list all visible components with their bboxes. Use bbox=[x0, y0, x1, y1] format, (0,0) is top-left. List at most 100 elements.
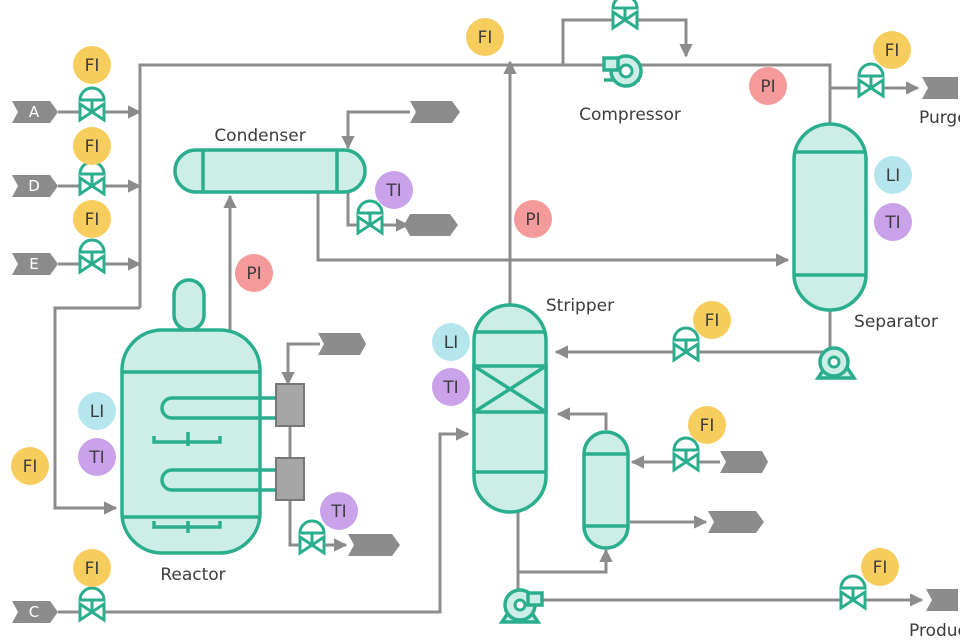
product-pump bbox=[498, 588, 544, 624]
pipe-reactor-coolant-out bbox=[288, 500, 348, 552]
stream-tag-c[interactable]: C bbox=[12, 601, 58, 623]
instrument-fi-feed-c-label: FI bbox=[85, 559, 100, 579]
product-pump-impeller bbox=[513, 598, 527, 612]
valve-separator-underflow[interactable] bbox=[672, 326, 700, 363]
instrument-pi-compressor[interactable]: PI bbox=[749, 67, 787, 105]
pipe-reboiler-feed bbox=[518, 548, 613, 574]
valve-compressor-recycle[interactable] bbox=[611, 0, 639, 31]
stream-tag-e[interactable]: E bbox=[12, 253, 58, 275]
instrument-fi-product[interactable]: FI bbox=[861, 548, 899, 586]
stream-tag-a[interactable]: A bbox=[12, 101, 58, 123]
stripper bbox=[472, 303, 548, 514]
valve-feed-c[interactable] bbox=[78, 586, 106, 623]
stream-tag-condenser-coolant-in[interactable] bbox=[410, 101, 460, 123]
instrument-li-reactor-label: LI bbox=[90, 402, 105, 422]
label-product: Product bbox=[909, 621, 960, 640]
stream-tag-d-label: D bbox=[28, 177, 40, 195]
instrument-fi-header[interactable]: FI bbox=[466, 18, 504, 56]
separator-vessel bbox=[792, 122, 868, 312]
pipe-condenser-coolant-in bbox=[341, 110, 410, 150]
reactor-heat-exchanger-upper bbox=[275, 383, 305, 427]
reactor-coil-lower bbox=[160, 468, 275, 492]
instrument-ti-reactor-label: TI bbox=[88, 448, 104, 468]
instrument-pi-reactor[interactable]: PI bbox=[235, 254, 273, 292]
valve-product[interactable] bbox=[839, 574, 867, 611]
pipe-condenser-to-separator bbox=[316, 192, 790, 267]
stream-tag-d[interactable]: D bbox=[12, 175, 58, 197]
compressor bbox=[602, 54, 643, 88]
condenser bbox=[173, 148, 367, 194]
stream-tag-reactor-coolant-in[interactable] bbox=[318, 333, 366, 355]
reactor bbox=[120, 278, 305, 555]
valve-reactor-coolant[interactable] bbox=[298, 519, 326, 556]
valve-feed-e[interactable] bbox=[78, 238, 106, 275]
stream-tag-e-label: E bbox=[29, 255, 38, 273]
valves bbox=[78, 0, 885, 623]
instrument-pi-stripper-overhead[interactable]: PI bbox=[514, 200, 552, 238]
instrument-fi-feed-c[interactable]: FI bbox=[73, 549, 111, 587]
pipe-main-header bbox=[138, 63, 832, 308]
instrument-fi-separator-underflow[interactable]: FI bbox=[693, 301, 731, 339]
instrument-ti-stripper-label: TI bbox=[442, 378, 458, 398]
instrument-fi-feed-d[interactable]: FI bbox=[73, 127, 111, 165]
stream-tag-purge[interactable] bbox=[922, 77, 958, 99]
stream-tag-product[interactable] bbox=[926, 589, 958, 611]
separator bbox=[792, 122, 868, 312]
instrument-fi-feed-a[interactable]: FI bbox=[73, 46, 111, 84]
instrument-pi-stripper-overhead-label: PI bbox=[525, 210, 540, 230]
stream-tag-a-label: A bbox=[29, 103, 40, 121]
label-compressor: Compressor bbox=[579, 105, 681, 125]
valve-feed-a[interactable] bbox=[78, 86, 106, 123]
instrument-li-separator-label: LI bbox=[886, 166, 901, 186]
reactor-sparger-upper bbox=[152, 432, 222, 446]
instrument-fi-reactor-feed[interactable]: FI bbox=[11, 447, 49, 485]
instrument-li-stripper-label: LI bbox=[444, 333, 459, 353]
separator-pump bbox=[814, 346, 858, 380]
instrument-ti-separator[interactable]: TI bbox=[874, 203, 912, 241]
instrument-fi-feed-e[interactable]: FI bbox=[73, 200, 111, 238]
instrument-li-separator[interactable]: LI bbox=[874, 156, 912, 194]
reboiler bbox=[582, 430, 630, 550]
valve-feed-d[interactable] bbox=[78, 160, 106, 197]
stream-tags: A D E C bbox=[12, 77, 958, 623]
instrument-fi-steam-label: FI bbox=[700, 416, 715, 436]
stream-tag-condenser-coolant-out[interactable] bbox=[404, 214, 458, 236]
instrument-li-reactor[interactable]: LI bbox=[78, 392, 116, 430]
instrument-li-stripper[interactable]: LI bbox=[432, 323, 470, 361]
stream-tag-reactor-coolant-out[interactable] bbox=[348, 534, 400, 556]
condenser-shell bbox=[173, 148, 367, 194]
instrument-ti-reactor-coolant[interactable]: TI bbox=[320, 492, 358, 530]
instrument-ti-reactor-coolant-label: TI bbox=[330, 502, 346, 522]
instrument-ti-reactor[interactable]: TI bbox=[78, 438, 116, 476]
stream-tag-steam[interactable] bbox=[720, 451, 768, 473]
stripper-packing-cross-b bbox=[473, 364, 547, 414]
instrument-fi-feed-a-label: FI bbox=[85, 56, 100, 76]
compressor-outlet bbox=[602, 56, 620, 72]
instrument-fi-purge-label: FI bbox=[885, 41, 900, 61]
instrument-fi-purge[interactable]: FI bbox=[873, 31, 911, 69]
instrument-ti-separator-label: TI bbox=[884, 213, 900, 233]
pipe-feed-to-reactor bbox=[53, 306, 140, 515]
instrument-ti-condenser-label: TI bbox=[385, 181, 401, 201]
label-separator: Separator bbox=[854, 312, 938, 332]
pipe-condenser-coolant-out bbox=[346, 192, 410, 232]
instrument-pi-reactor-label: PI bbox=[246, 264, 261, 284]
product-pump-outlet bbox=[526, 591, 544, 607]
instrument-fi-feed-e-label: FI bbox=[85, 210, 100, 230]
instrument-ti-condenser[interactable]: TI bbox=[375, 171, 413, 209]
separator-pump-impeller bbox=[827, 355, 841, 369]
valve-purge[interactable] bbox=[857, 62, 885, 99]
instrument-ti-stripper[interactable]: TI bbox=[432, 368, 470, 406]
pipe-reboiler-return bbox=[556, 407, 608, 430]
label-stripper: Stripper bbox=[546, 296, 614, 316]
instrument-fi-reactor-feed-label: FI bbox=[23, 457, 38, 477]
valve-condenser-coolant[interactable] bbox=[356, 199, 384, 236]
label-condenser: Condenser bbox=[214, 126, 305, 146]
instrument-fi-header-label: FI bbox=[478, 28, 493, 48]
stream-tag-c-label: C bbox=[29, 603, 39, 621]
stream-tag-condensate[interactable] bbox=[708, 511, 764, 533]
instrument-fi-steam[interactable]: FI bbox=[688, 406, 726, 444]
valve-steam[interactable] bbox=[672, 436, 700, 473]
reactor-coil-upper bbox=[160, 396, 275, 420]
